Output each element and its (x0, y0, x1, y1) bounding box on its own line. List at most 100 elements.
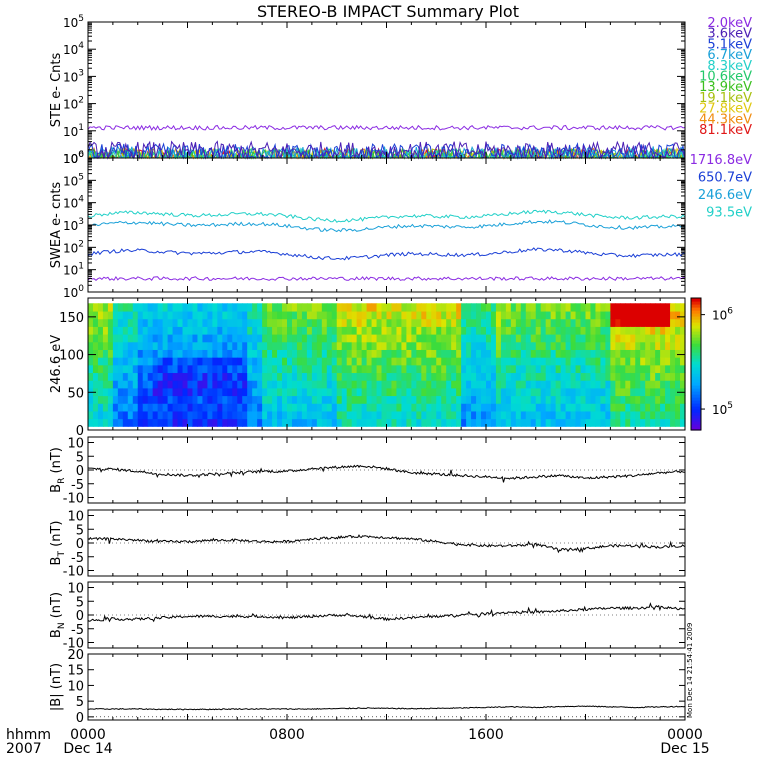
heatmap-cell (97, 395, 104, 404)
heatmap-cell (122, 318, 129, 327)
heatmap-cell (401, 303, 407, 312)
heatmap-cell (495, 403, 502, 412)
br-ytick-label: 0 (76, 464, 84, 479)
heatmap-cell (625, 357, 631, 366)
heatmap-cell (411, 303, 417, 312)
heatmap-cell (396, 341, 403, 350)
heatmap-cell (500, 395, 507, 404)
heatmap-cell (381, 357, 388, 366)
heatmap-cell (600, 410, 606, 420)
legend-entry-650.7eV: 650.7eV (698, 171, 752, 186)
heatmap-cell (97, 418, 104, 427)
heatmap-cell (311, 310, 318, 320)
heatmap-cell (426, 310, 432, 320)
heatmap-cell (326, 395, 333, 404)
heatmap-cell (421, 318, 427, 327)
heatmap-cell (525, 372, 532, 381)
heatmap-cell (476, 364, 482, 374)
ste-ytick-label: 104 (63, 41, 84, 57)
heatmap-cell (187, 395, 194, 404)
heatmap-cell (356, 326, 363, 335)
heatmap-cell (267, 318, 273, 327)
br-y-axis-label-unit: (nT) (49, 447, 64, 477)
heatmap-cell (386, 387, 393, 397)
heatmap-cell (655, 318, 661, 327)
heatmap-cell (515, 395, 522, 404)
heatmap-cell (351, 334, 358, 343)
heatmap-cell (371, 318, 378, 327)
heatmap-cell (157, 341, 164, 350)
heatmap-cell (665, 387, 671, 397)
heatmap-cell (391, 318, 398, 327)
heatmap-cell (535, 380, 542, 389)
heatmap-cell (92, 318, 99, 327)
heatmap-cell (351, 403, 358, 412)
heatmap-cell (635, 387, 641, 397)
heatmap-cell (565, 310, 572, 320)
heatmap-cell (525, 395, 532, 404)
heatmap-cell (262, 387, 268, 397)
heatmap-cell (595, 326, 602, 335)
heatmap-cell (321, 364, 328, 374)
heatmap-cell (500, 310, 507, 320)
heatmap-cell (88, 418, 94, 427)
heatmap-cell (396, 326, 403, 335)
heatmap-cell (535, 410, 542, 420)
heatmap-cell (301, 334, 308, 343)
heatmap-cell (570, 318, 577, 327)
heatmap-cell (665, 410, 671, 420)
heatmap-cell (436, 303, 442, 312)
heatmap-cell (615, 364, 621, 374)
heatmap-cell (595, 380, 602, 389)
heatmap-cell (525, 341, 532, 350)
heatmap-cell (137, 395, 144, 404)
heatmap-cell (137, 372, 144, 381)
bn-ytick-label: -5 (71, 623, 84, 638)
heatmap-cell (605, 380, 611, 389)
heatmap-cell (282, 310, 288, 320)
heatmap-cell (326, 380, 333, 389)
heatmap-cell (446, 364, 452, 374)
ste-y-axis-label: STE e- Cnts (49, 52, 64, 127)
heatmap-cell (525, 387, 532, 397)
heatmap-cell (296, 318, 303, 327)
heatmap-cell (495, 364, 502, 374)
heatmap-cell (197, 310, 204, 320)
heatmap-cell (182, 334, 189, 343)
heatmap-cell (451, 418, 457, 427)
heatmap-cell (391, 387, 398, 397)
heatmap-cell (222, 341, 228, 350)
heatmap-cell (461, 303, 467, 312)
heatmap-cell (386, 310, 393, 320)
heatmap-cell (152, 341, 159, 350)
heatmap-cell (386, 395, 393, 404)
ste-ytick-label-base: 10 (63, 70, 78, 84)
heatmap-cell (570, 418, 577, 427)
heatmap-cell (366, 341, 373, 350)
heatmap-cell (167, 334, 174, 343)
heatmap-cell (147, 403, 154, 412)
heatmap-cell (132, 372, 139, 381)
heatmap-cell (645, 403, 651, 412)
heatmap-cell (446, 349, 452, 358)
heatmap-cell (182, 380, 189, 389)
heatmap-cell (102, 341, 109, 350)
heatmap-cell (147, 410, 154, 420)
heatmap-cell (361, 418, 368, 427)
heatmap-cell (540, 341, 547, 350)
heatmap-cell (197, 326, 204, 335)
heatmap-cell (296, 380, 303, 389)
heatmap-cell (132, 326, 139, 335)
heatmap-cell (451, 357, 457, 366)
heatmap-cell (456, 357, 462, 366)
heatmap-cell (406, 303, 412, 312)
heatmap-cell (665, 364, 671, 374)
heatmap-cell (446, 387, 452, 397)
heatmap-cell (406, 341, 412, 350)
heatmap-cell (212, 418, 218, 427)
heatmap-cell (301, 395, 308, 404)
heatmap-cell (291, 303, 298, 312)
heatmap-cell (510, 395, 517, 404)
heatmap-cell (471, 372, 477, 381)
heatmap-cell (520, 410, 527, 420)
